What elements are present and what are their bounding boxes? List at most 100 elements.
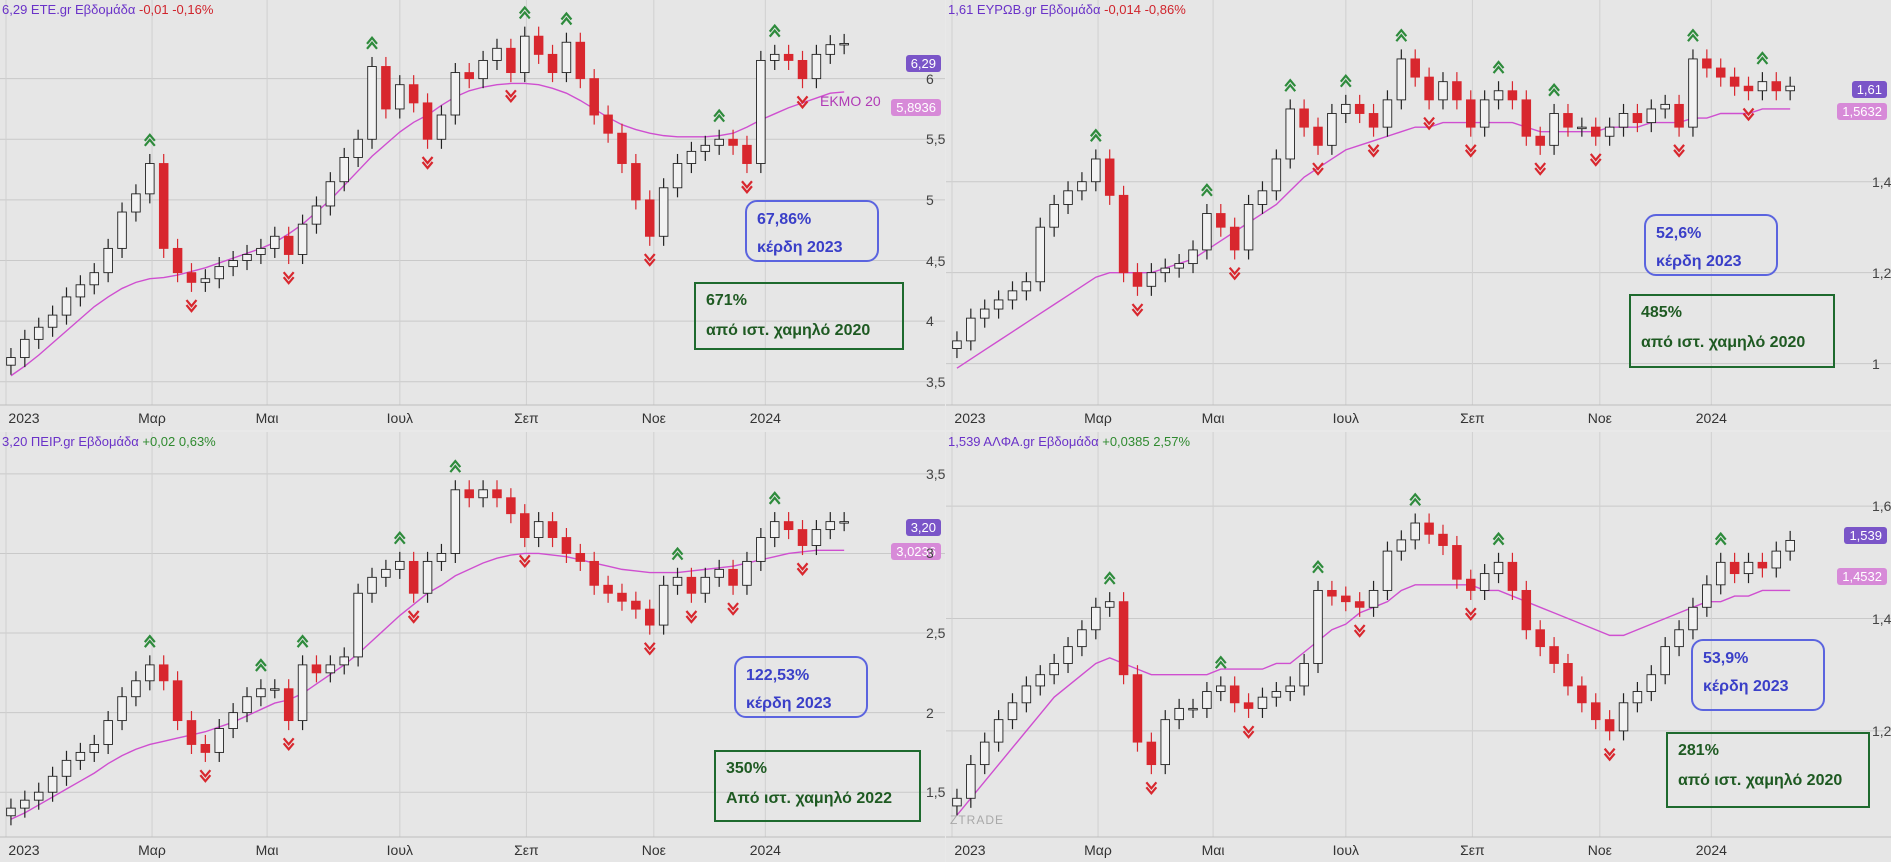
candle[interactable] <box>1202 203 1212 260</box>
candle[interactable] <box>589 551 599 595</box>
candle[interactable] <box>575 32 586 89</box>
candle[interactable] <box>1438 72 1448 110</box>
candle[interactable] <box>1229 676 1240 713</box>
candle[interactable] <box>61 750 72 786</box>
candle[interactable] <box>1077 172 1087 201</box>
candle[interactable] <box>1257 181 1268 215</box>
candle[interactable] <box>756 527 766 571</box>
candle[interactable] <box>797 520 808 556</box>
candle[interactable] <box>742 135 752 174</box>
candle[interactable] <box>1063 637 1073 674</box>
candle[interactable] <box>353 583 363 667</box>
candle[interactable] <box>769 44 780 70</box>
candle[interactable] <box>1646 665 1657 702</box>
candle[interactable] <box>478 480 488 508</box>
candle[interactable] <box>1396 530 1407 561</box>
candle[interactable] <box>714 129 724 155</box>
candle[interactable] <box>1785 530 1795 561</box>
candle[interactable] <box>1160 710 1171 775</box>
chart-panel-ete[interactable]: 6,29 ΕΤΕ.gr Εβδομάδα -0,01 -0,16% 6,29 5… <box>0 0 945 430</box>
candle[interactable] <box>1646 99 1657 133</box>
candle[interactable] <box>1674 94 1684 137</box>
candle[interactable] <box>1466 569 1476 600</box>
candle[interactable] <box>1216 676 1226 702</box>
candle[interactable] <box>728 559 738 595</box>
candle[interactable] <box>1452 535 1462 589</box>
chart-plot-alfa[interactable] <box>946 432 1891 862</box>
candle[interactable] <box>1702 575 1712 617</box>
candle[interactable] <box>506 488 516 524</box>
candle[interactable] <box>492 480 502 508</box>
candle[interactable] <box>47 305 58 337</box>
candle[interactable] <box>270 226 280 258</box>
candle[interactable] <box>242 687 252 723</box>
candle[interactable] <box>47 766 58 802</box>
candle[interactable] <box>533 26 544 64</box>
candle[interactable] <box>172 238 183 283</box>
candle[interactable] <box>1188 698 1198 718</box>
candle[interactable] <box>1702 49 1712 78</box>
candle[interactable] <box>1396 49 1407 110</box>
candle[interactable] <box>1007 281 1018 310</box>
candle[interactable] <box>283 679 294 731</box>
candle[interactable] <box>1729 552 1740 584</box>
candle[interactable] <box>450 480 461 564</box>
candle[interactable] <box>561 32 572 83</box>
candle[interactable] <box>1049 194 1059 237</box>
candle[interactable] <box>1035 217 1046 292</box>
candle[interactable] <box>1299 99 1309 137</box>
candle[interactable] <box>1757 552 1768 578</box>
candle[interactable] <box>1077 620 1087 657</box>
candle[interactable] <box>1632 682 1643 713</box>
candle[interactable] <box>506 38 516 83</box>
candle[interactable] <box>1688 49 1698 137</box>
candle[interactable] <box>228 703 238 739</box>
candle[interactable] <box>1715 552 1726 595</box>
candle[interactable] <box>1118 592 1129 685</box>
candle[interactable] <box>1424 67 1434 110</box>
candle[interactable] <box>1354 94 1365 124</box>
candle[interactable] <box>1354 592 1365 617</box>
candle[interactable] <box>1479 90 1490 137</box>
candle[interactable] <box>1660 637 1670 685</box>
candle[interactable] <box>131 184 141 222</box>
candle[interactable] <box>311 196 322 234</box>
candle[interactable] <box>422 551 433 603</box>
candle[interactable] <box>993 290 1004 319</box>
candle[interactable] <box>1091 597 1101 640</box>
candle[interactable] <box>367 56 377 149</box>
candle[interactable] <box>1382 90 1393 137</box>
candle[interactable] <box>436 105 447 149</box>
candle[interactable] <box>1132 665 1143 752</box>
candle[interactable] <box>631 591 641 619</box>
candle[interactable] <box>700 135 711 161</box>
candle[interactable] <box>520 26 530 83</box>
candle[interactable] <box>353 129 363 168</box>
candle[interactable] <box>408 551 419 603</box>
candle[interactable] <box>1021 676 1032 713</box>
candle[interactable] <box>186 711 197 755</box>
candle[interactable] <box>1715 58 1726 87</box>
candle[interactable] <box>520 504 530 548</box>
candle[interactable] <box>270 679 280 699</box>
candle[interactable] <box>1729 67 1740 96</box>
candle[interactable] <box>1410 513 1420 550</box>
candle[interactable] <box>1341 586 1351 612</box>
candle[interactable] <box>1549 637 1559 674</box>
candle[interactable] <box>1743 552 1754 584</box>
candle[interactable] <box>381 559 391 587</box>
candle[interactable] <box>172 671 183 731</box>
candle[interactable] <box>1174 254 1184 278</box>
candle[interactable] <box>464 63 474 89</box>
candle[interactable] <box>1341 94 1351 124</box>
candle[interactable] <box>1160 258 1171 283</box>
candle[interactable] <box>158 655 169 691</box>
candle[interactable] <box>1285 99 1295 169</box>
candle[interactable] <box>1424 513 1434 544</box>
candle[interactable] <box>1202 682 1212 718</box>
candle[interactable] <box>256 679 266 707</box>
candle[interactable] <box>603 575 613 603</box>
candle[interactable] <box>200 269 211 292</box>
candle[interactable] <box>1535 620 1545 657</box>
candle[interactable] <box>6 798 16 826</box>
